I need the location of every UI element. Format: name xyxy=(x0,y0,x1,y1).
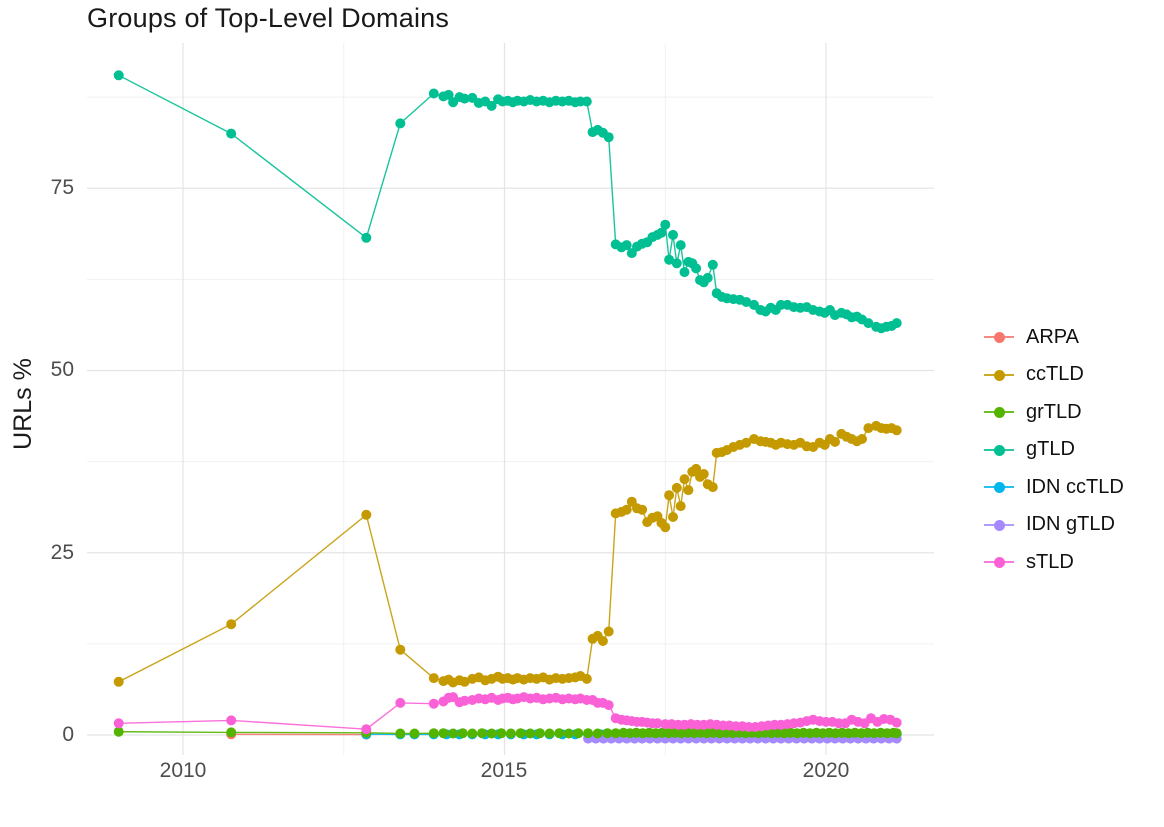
y-tick-label-25: 25 xyxy=(50,541,74,564)
legend-dot-swatch xyxy=(994,332,1005,343)
legend-label: ARPA xyxy=(1026,325,1079,348)
y-tick-label-0: 0 xyxy=(62,723,74,746)
legend-dot-swatch xyxy=(994,519,1005,531)
legend-key-gtld xyxy=(984,439,1014,461)
y-axis-title: URLs % xyxy=(9,358,37,450)
legend-label: IDN ccTLD xyxy=(1026,475,1124,498)
x-tick-label-2015: 2015 xyxy=(480,759,528,782)
legend-item-gtld: gTLD xyxy=(984,438,1075,461)
legend-item-idn-gtld: IDN gTLD xyxy=(984,513,1115,536)
legend-item-stld: sTLD xyxy=(984,551,1074,573)
y-tick-label-75: 75 xyxy=(50,176,74,199)
legend-key-cctld xyxy=(984,364,1014,386)
legend-dot-swatch xyxy=(994,369,1005,381)
legend-item-arpa: ARPA xyxy=(984,326,1079,348)
legend-dot-swatch xyxy=(994,407,1005,418)
chart-title: Groups of Top-Level Domains xyxy=(87,3,450,33)
legend-item-cctld: ccTLD xyxy=(984,363,1084,386)
legend-dot-swatch xyxy=(994,444,1005,456)
x-tick-label-2010: 2010 xyxy=(159,759,207,782)
legend-dot-swatch xyxy=(994,557,1005,568)
legend-item-grtld: grTLD xyxy=(984,401,1082,423)
legend-label: sTLD xyxy=(1026,550,1074,573)
legend-key-arpa xyxy=(984,326,1014,348)
legend-dot-swatch xyxy=(994,482,1005,493)
legend-key-idn-gtld xyxy=(984,514,1014,536)
legend-key-idn-cctld xyxy=(984,476,1014,498)
legend-key-stld xyxy=(984,551,1014,573)
legend-item-idn-cctld: IDN ccTLD xyxy=(984,476,1124,498)
legend-label: IDN gTLD xyxy=(1026,513,1115,535)
y-tick-label-50: 50 xyxy=(50,358,74,381)
legend-label: gTLD xyxy=(1026,438,1075,460)
legend-label: grTLD xyxy=(1026,400,1082,423)
legend-label: ccTLD xyxy=(1026,363,1084,385)
x-tick-label-2020: 2020 xyxy=(802,759,850,782)
legend-key-grtld xyxy=(984,401,1014,423)
